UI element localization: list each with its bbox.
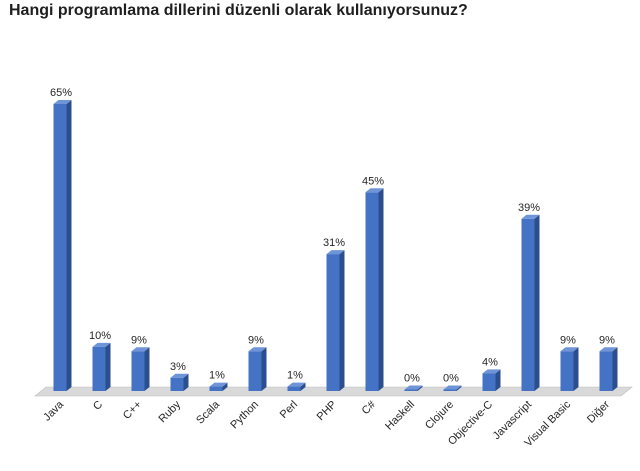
bar-side <box>66 100 72 391</box>
category-label: Diğer <box>585 398 612 425</box>
bar-side <box>378 188 384 391</box>
bar-top <box>560 347 579 352</box>
category-label: Scala <box>194 398 223 427</box>
bar-top <box>521 214 540 219</box>
bar-side <box>105 342 111 391</box>
data-label: 31% <box>323 237 345 249</box>
bar-front <box>92 346 106 391</box>
bar-side <box>456 385 462 391</box>
bars <box>53 100 618 391</box>
bar <box>92 342 111 391</box>
bar <box>131 347 150 391</box>
bar-front <box>326 254 340 391</box>
bar-front <box>482 373 496 391</box>
bar-top <box>170 373 189 378</box>
data-label: 3% <box>170 361 186 373</box>
bar-front <box>53 104 67 391</box>
bar-front <box>170 377 184 391</box>
data-label: 39% <box>518 202 540 214</box>
bar-top <box>443 385 462 390</box>
category-label: Ruby <box>156 398 183 425</box>
bar <box>365 188 384 391</box>
bar-top <box>326 250 345 255</box>
bar <box>287 382 306 391</box>
category-label: Python <box>228 399 261 432</box>
data-label: 0% <box>443 373 459 385</box>
bar-top <box>599 347 618 352</box>
bar-front <box>365 192 379 391</box>
bar <box>248 347 267 391</box>
bar-front <box>404 389 418 391</box>
bar-side <box>144 347 150 391</box>
bar-front <box>443 389 457 391</box>
bar-side <box>261 347 267 391</box>
bar-side <box>573 347 579 391</box>
bar-top <box>404 385 423 390</box>
bar <box>482 369 501 391</box>
bar <box>521 214 540 391</box>
bar <box>53 100 72 391</box>
bar-side <box>339 250 345 391</box>
data-label: 9% <box>560 334 576 346</box>
bar-top <box>53 100 72 104</box>
data-label: 9% <box>131 334 147 346</box>
data-label: 4% <box>482 356 498 368</box>
category-label: C <box>91 399 105 413</box>
data-labels: 65% 10% 9% 3% 1% 9% 1% 31% 45% 0% 0% 4% 39% 9% 9% <box>50 87 615 385</box>
bar-top <box>482 369 501 374</box>
data-label: 0% <box>404 373 420 385</box>
bar-front <box>287 386 301 391</box>
data-label: 9% <box>599 334 615 346</box>
bar-side <box>417 385 423 391</box>
bar-front <box>599 351 613 391</box>
bar <box>326 250 345 391</box>
bar-front <box>248 351 262 391</box>
category-label: C# <box>360 398 379 417</box>
bar-front <box>521 218 535 391</box>
bar <box>209 382 228 391</box>
category-label: Java <box>41 398 67 424</box>
bar-top <box>287 382 306 387</box>
category-label: Haskell <box>383 399 417 433</box>
bar-front <box>131 351 145 391</box>
data-label: 1% <box>287 370 303 382</box>
category-label: Perl <box>278 399 300 421</box>
bar-front <box>560 351 574 391</box>
category-label: PHP <box>315 399 339 423</box>
data-label: 45% <box>362 175 384 187</box>
category-label: Clojure <box>423 399 456 432</box>
data-label: 1% <box>209 370 225 382</box>
bar-top <box>209 382 228 387</box>
bar-side <box>495 369 501 391</box>
bar-side <box>183 373 189 391</box>
chart-title: Hangi programlama dillerini düzenli olar… <box>9 2 468 19</box>
bar-side <box>534 214 540 391</box>
bar <box>599 347 618 391</box>
bar <box>170 373 189 391</box>
bar-top <box>365 188 384 193</box>
data-label: 10% <box>89 330 111 342</box>
bar <box>560 347 579 391</box>
bar-side <box>300 382 306 391</box>
bar-top <box>92 342 111 347</box>
bar <box>443 385 462 391</box>
data-label: 65% <box>50 87 72 99</box>
data-label: 9% <box>248 334 264 346</box>
category-label: C++ <box>121 399 144 422</box>
bar-top <box>131 347 150 352</box>
category-labels: Java C C++ Ruby Scala Python Perl PHP C# Haskell C… <box>41 398 612 449</box>
bar-top <box>248 347 267 352</box>
bar-side <box>222 382 228 391</box>
bar <box>404 385 423 391</box>
bar-front <box>209 386 223 391</box>
bar-side <box>612 347 618 391</box>
